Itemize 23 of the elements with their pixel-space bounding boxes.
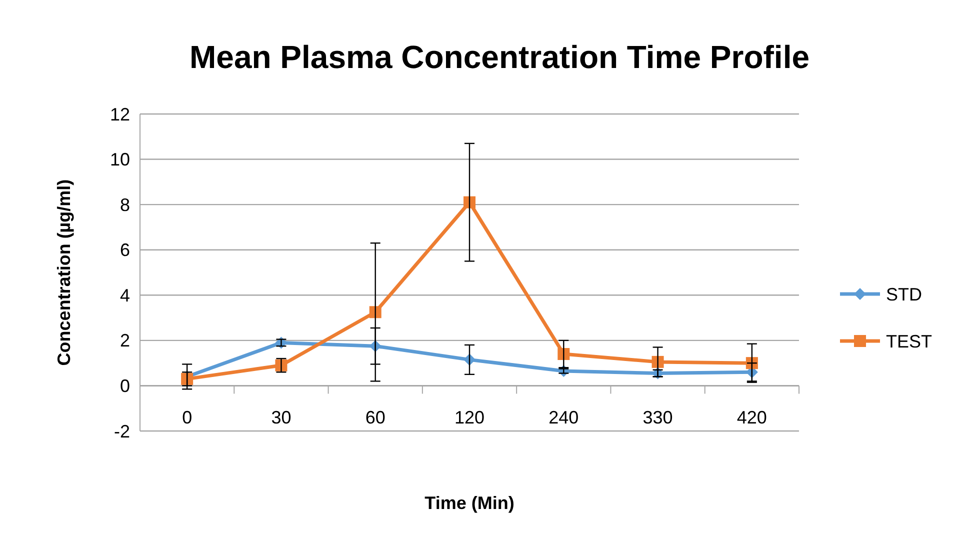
x-tick-label: 330	[642, 408, 673, 428]
y-axis-title: Concentration (µg/ml)	[54, 179, 74, 366]
x-axis-title: Time (Min)	[424, 493, 514, 513]
y-tick-label: 2	[120, 330, 130, 351]
point	[369, 306, 382, 318]
x-tick-label: 420	[736, 408, 767, 428]
y-tick-label: 6	[120, 240, 130, 260]
x-tick-label: 240	[548, 408, 579, 428]
x-tick-label: 30	[271, 408, 292, 428]
y-tick-label: -2	[114, 421, 130, 442]
y-tick-label: 4	[120, 285, 130, 306]
point	[558, 348, 570, 360]
y-tick-label: 12	[110, 104, 130, 124]
x-tick-label: 120	[454, 408, 485, 428]
x-tick-label: 60	[365, 408, 386, 428]
legend-label: STD	[886, 284, 922, 304]
chart-title: Mean Plasma Concentration Time Profile	[189, 39, 810, 75]
y-tick-label: 8	[120, 194, 130, 215]
point	[464, 196, 476, 208]
y-tick-label: 0	[120, 376, 130, 396]
legend-label: TEST	[886, 331, 932, 352]
y-tick-label: 10	[110, 150, 130, 170]
x-tick-label: 0	[182, 408, 192, 428]
